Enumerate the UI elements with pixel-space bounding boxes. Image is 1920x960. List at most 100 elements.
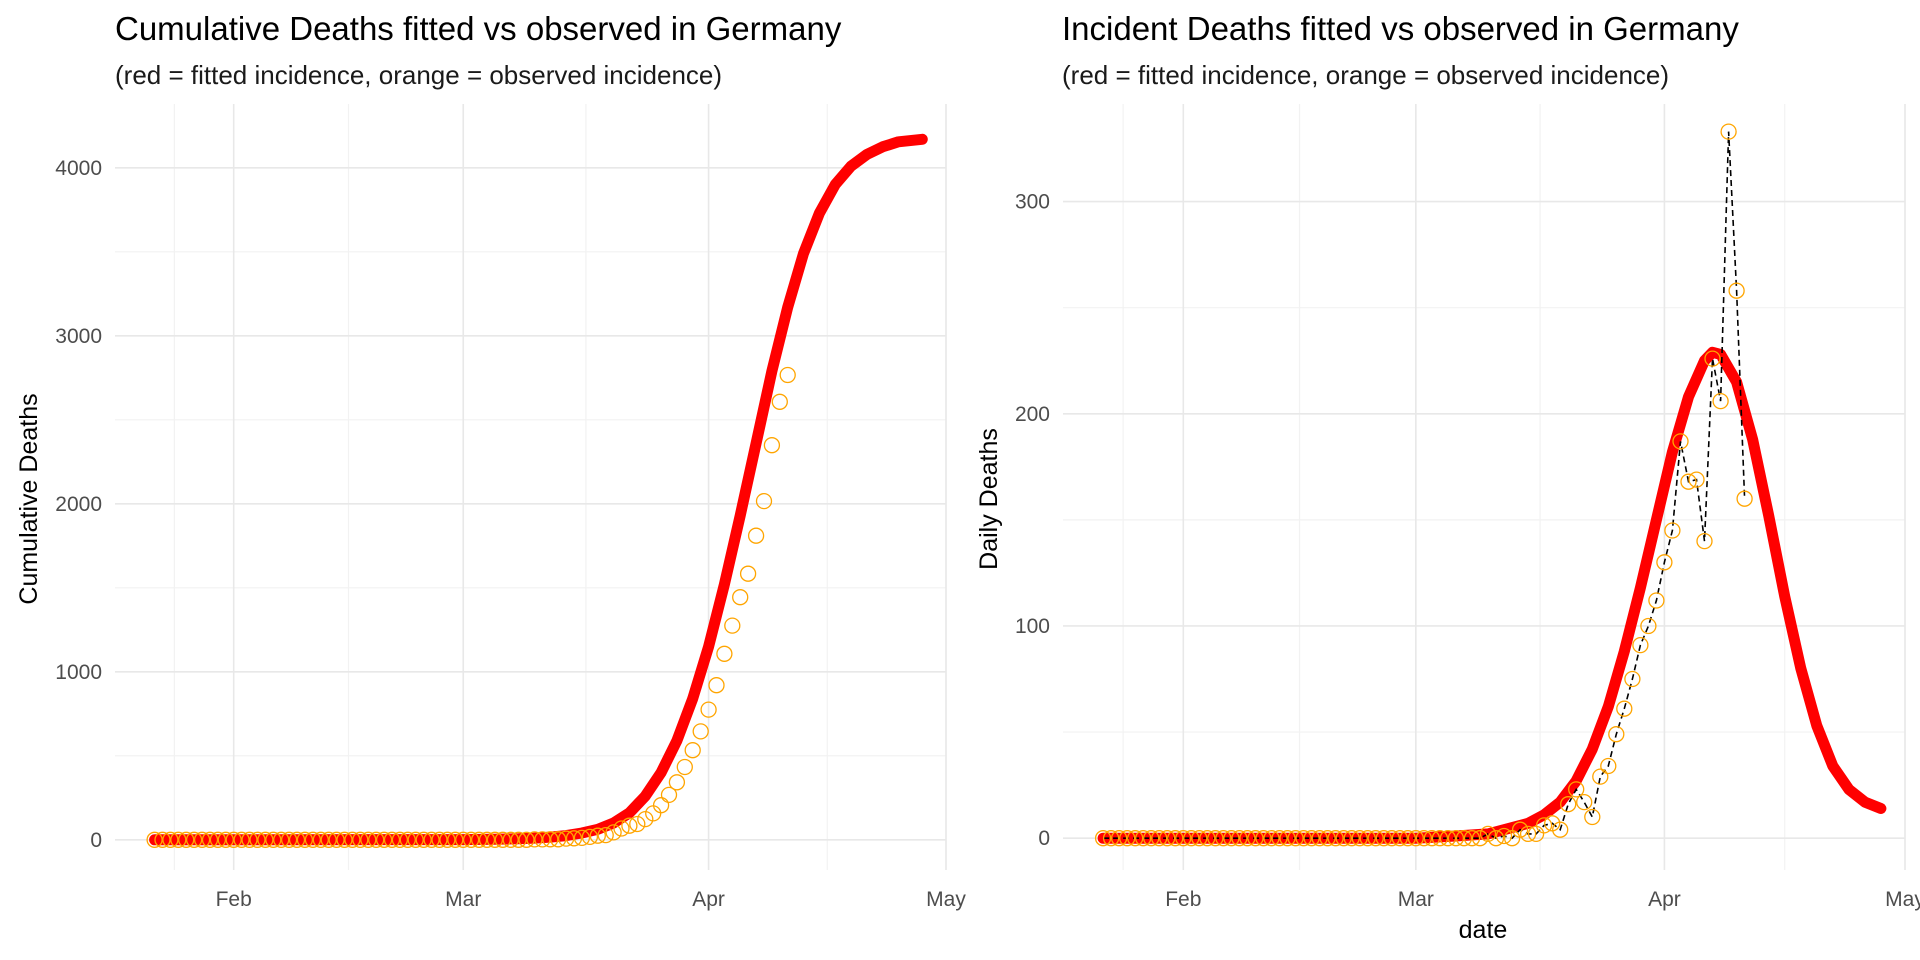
fitted-line <box>1097 346 1887 844</box>
observed-point <box>407 831 424 848</box>
fitted-point <box>755 420 765 431</box>
fitted-point <box>660 759 670 770</box>
fitted-point <box>1771 551 1782 561</box>
fitted-point <box>691 680 702 691</box>
observed-point <box>1632 636 1649 654</box>
fitted-point <box>1655 497 1666 508</box>
observed-point <box>1680 473 1697 490</box>
observed-point <box>581 828 599 846</box>
fitted-point <box>1747 434 1758 445</box>
observed-point <box>502 831 519 848</box>
fitted-point <box>1783 609 1794 620</box>
fitted-point <box>782 302 793 313</box>
observed-point <box>739 565 757 582</box>
observed-point <box>391 831 409 848</box>
observed-point <box>1728 282 1745 299</box>
grid <box>1063 104 1906 870</box>
fitted-point <box>1807 706 1818 717</box>
observed-point <box>486 831 504 848</box>
observed-point <box>1263 830 1280 847</box>
observed-point <box>1712 392 1729 410</box>
observed-point <box>1423 830 1441 847</box>
y-tick-label: 3000 <box>55 325 102 348</box>
fitted-point <box>786 288 797 299</box>
x-tick-label: May <box>1885 888 1920 911</box>
observed-point <box>1584 808 1601 826</box>
observed-point <box>1560 796 1577 813</box>
fitted-point <box>1659 480 1670 491</box>
observed-point <box>1223 830 1240 847</box>
fitted-point <box>794 261 805 272</box>
observed-series <box>146 366 796 848</box>
fitted-point <box>1571 775 1582 786</box>
observed-point <box>447 831 464 848</box>
fitted-point <box>671 735 682 746</box>
fitted-point <box>1695 364 1706 375</box>
chart-title: Cumulative Deaths fitted vs observed in … <box>115 10 842 47</box>
fitted-point <box>711 610 722 621</box>
fitted-point <box>683 704 694 715</box>
observed-point <box>320 831 337 848</box>
observed-point <box>1455 830 1473 847</box>
observed-point <box>146 831 163 848</box>
observed-point <box>1407 830 1424 847</box>
observed-point <box>415 831 432 848</box>
fitted-point <box>1647 531 1658 542</box>
fitted-point <box>774 334 785 345</box>
fitted-point <box>1755 472 1766 483</box>
observed-point <box>1191 830 1208 847</box>
observed-point <box>1463 830 1481 847</box>
observed-point <box>1279 830 1296 847</box>
observed-point <box>1167 830 1184 847</box>
y-ticks: 0 100 200 300 <box>1015 191 1050 851</box>
observed-point <box>336 831 353 848</box>
observed-point <box>1239 830 1256 847</box>
observed-point <box>1383 830 1400 847</box>
observed-point <box>1359 830 1376 847</box>
observed-point <box>1672 433 1689 450</box>
fitted-point <box>1759 491 1770 502</box>
fitted-point <box>798 248 809 259</box>
observed-point <box>1343 830 1360 847</box>
fitted-point <box>1763 510 1774 521</box>
fitted-point <box>727 545 738 555</box>
fitted-point <box>917 134 928 145</box>
fitted-point <box>1735 391 1746 402</box>
observed-point <box>1303 830 1320 847</box>
observed-point <box>716 645 733 662</box>
observed-point <box>1110 830 1128 847</box>
fitted-point <box>1587 744 1598 755</box>
observed-point <box>217 831 234 848</box>
fitted-point <box>1799 677 1810 688</box>
observed-point <box>1640 617 1657 635</box>
fitted-point <box>715 595 726 605</box>
fitted-point <box>743 474 754 485</box>
observed-point <box>1175 830 1192 847</box>
chart-subtitle: (red = fitted incidence, orange = observ… <box>1062 60 1669 90</box>
observed-point <box>755 492 773 510</box>
observed-point <box>249 831 266 848</box>
observed-point <box>605 824 622 841</box>
observed-point <box>383 831 401 848</box>
fitted-point <box>1615 660 1626 671</box>
observed-point <box>652 797 670 814</box>
fitted-point <box>1811 720 1822 731</box>
observed-point <box>613 820 630 837</box>
observed-point <box>185 831 203 848</box>
fitted-point <box>739 492 750 503</box>
fitted-point <box>1743 419 1754 430</box>
observed-point <box>1319 830 1336 847</box>
fitted-point <box>1875 803 1886 814</box>
observed-point <box>1094 830 1112 847</box>
observed-point <box>708 677 725 694</box>
observed-point <box>1247 830 1264 847</box>
fitted-point <box>1607 687 1618 698</box>
observed-point <box>304 831 322 848</box>
observed-point <box>209 831 227 848</box>
chart-title: Incident Deaths fitted vs observed in Ge… <box>1062 10 1739 47</box>
observed-point <box>542 831 559 848</box>
fitted-point <box>1767 530 1778 541</box>
observed-point <box>1688 471 1705 488</box>
observed-point <box>360 831 377 848</box>
observed-point <box>280 831 298 848</box>
